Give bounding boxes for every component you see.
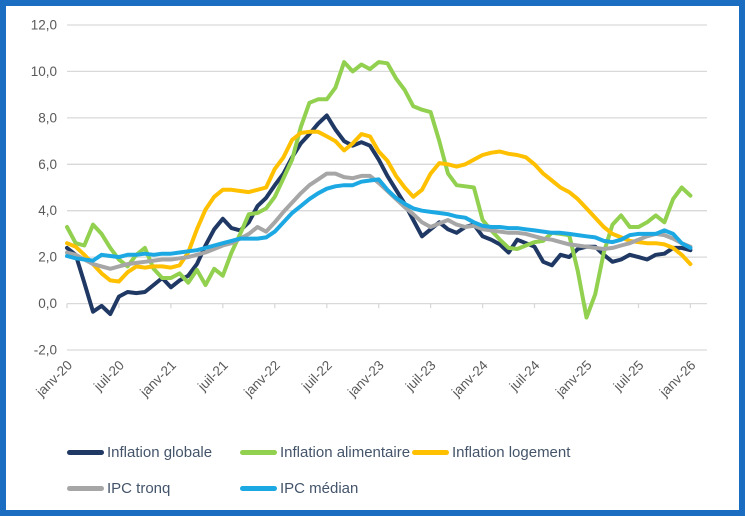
x-axis-label: juil-22: [298, 358, 335, 395]
y-axis-label: -2,0: [34, 343, 57, 358]
legend-item-inflation-logement: Inflation logement: [412, 442, 570, 462]
x-axis-label: juil-23: [402, 358, 439, 395]
legend-label-ipc-median: IPC médian: [280, 479, 359, 497]
x-axis-label: juil-21: [194, 358, 231, 395]
series-line-ipc-median: [65, 177, 693, 263]
legend-item-inflation-globale: Inflation globale: [67, 442, 212, 462]
legend-item-ipc-tronq: IPC tronq: [67, 478, 170, 498]
x-axis-label: juil-24: [506, 357, 543, 394]
y-axis-label: 4,0: [38, 203, 57, 218]
x-axis-label: janv-24: [448, 357, 491, 400]
x-axis-label: janv-21: [136, 358, 179, 401]
series-line-ipc-tronq: [65, 171, 693, 271]
x-axis-label: janv-20: [32, 358, 75, 401]
y-axis-label: 6,0: [38, 157, 57, 172]
x-axis-label: juil-20: [90, 358, 127, 395]
legend-item-ipc-median: IPC médian: [240, 478, 358, 498]
legend-label-inflation-logement: Inflation logement: [452, 443, 571, 461]
legend-swatch-ipc-median: [240, 485, 277, 491]
legend-swatch-inflation-logement: [412, 449, 449, 455]
y-axis-label: 2,0: [38, 250, 57, 265]
legend-swatch-inflation-globale: [67, 449, 104, 455]
x-axis-label: janv-22: [240, 358, 283, 401]
series-line-inflation-alimentaire: [65, 60, 693, 320]
x-axis-label: janv-23: [344, 358, 387, 401]
x-axis-label: juil-25: [610, 358, 647, 395]
legend-label-inflation-globale: Inflation globale: [107, 443, 213, 461]
series-line-inflation-logement: [65, 129, 693, 284]
x-axis-label: janv-25: [552, 358, 595, 401]
legend-label-inflation-alimentaire: Inflation alimentaire: [280, 443, 411, 461]
x-axis-label: janv-26: [656, 358, 699, 401]
y-axis-label: 10,0: [31, 64, 57, 79]
legend-item-inflation-alimentaire: Inflation alimentaire: [240, 442, 410, 462]
legend-label-ipc-tronq: IPC tronq: [107, 479, 171, 497]
y-axis-label: 8,0: [38, 110, 57, 125]
y-axis-label: 0,0: [38, 296, 57, 311]
y-axis-label: 12,0: [31, 18, 57, 33]
legend-swatch-ipc-tronq: [67, 485, 104, 491]
legend-swatch-inflation-alimentaire: [240, 449, 277, 455]
